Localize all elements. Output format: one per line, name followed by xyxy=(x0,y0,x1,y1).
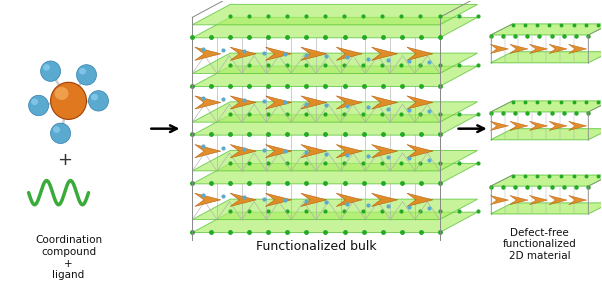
Polygon shape xyxy=(195,193,221,206)
Polygon shape xyxy=(301,47,327,60)
Ellipse shape xyxy=(51,82,87,119)
Text: Functionalized bulk: Functionalized bulk xyxy=(256,240,376,253)
Polygon shape xyxy=(371,193,397,206)
Polygon shape xyxy=(491,44,509,53)
Polygon shape xyxy=(407,193,433,206)
Polygon shape xyxy=(301,144,327,158)
Ellipse shape xyxy=(51,123,70,144)
Polygon shape xyxy=(337,193,362,206)
Polygon shape xyxy=(192,150,477,171)
Polygon shape xyxy=(230,96,256,109)
Polygon shape xyxy=(569,44,586,53)
Polygon shape xyxy=(265,47,291,60)
Polygon shape xyxy=(265,144,291,158)
Polygon shape xyxy=(192,4,477,25)
Polygon shape xyxy=(491,196,509,205)
Polygon shape xyxy=(192,102,477,122)
Polygon shape xyxy=(407,96,433,109)
Polygon shape xyxy=(549,121,567,130)
Polygon shape xyxy=(195,47,221,60)
Polygon shape xyxy=(192,53,477,74)
Ellipse shape xyxy=(43,64,50,71)
Polygon shape xyxy=(407,144,433,158)
Polygon shape xyxy=(192,163,477,184)
Polygon shape xyxy=(230,193,256,206)
Ellipse shape xyxy=(91,94,98,100)
Polygon shape xyxy=(192,199,477,220)
Text: Defect-free
functionalized
2D material: Defect-free functionalized 2D material xyxy=(503,228,576,261)
Polygon shape xyxy=(530,196,547,205)
Polygon shape xyxy=(230,47,256,60)
Polygon shape xyxy=(530,44,547,53)
Polygon shape xyxy=(491,24,602,35)
Polygon shape xyxy=(510,44,528,53)
Polygon shape xyxy=(265,96,291,109)
Ellipse shape xyxy=(55,87,69,100)
Polygon shape xyxy=(301,96,327,109)
Ellipse shape xyxy=(88,91,108,111)
Ellipse shape xyxy=(31,99,38,105)
Polygon shape xyxy=(569,121,586,130)
Polygon shape xyxy=(549,44,567,53)
Ellipse shape xyxy=(40,61,61,82)
Polygon shape xyxy=(491,129,602,140)
Polygon shape xyxy=(510,121,528,130)
Polygon shape xyxy=(371,47,397,60)
Polygon shape xyxy=(301,193,327,206)
Ellipse shape xyxy=(29,95,49,116)
Polygon shape xyxy=(265,193,291,206)
Polygon shape xyxy=(491,175,602,186)
Polygon shape xyxy=(192,17,477,38)
Polygon shape xyxy=(192,212,477,233)
Polygon shape xyxy=(491,52,602,63)
Polygon shape xyxy=(337,144,362,158)
Polygon shape xyxy=(192,66,477,86)
Polygon shape xyxy=(530,121,547,130)
Polygon shape xyxy=(337,96,362,109)
Ellipse shape xyxy=(76,65,96,85)
Polygon shape xyxy=(192,115,477,135)
Polygon shape xyxy=(230,144,256,158)
Polygon shape xyxy=(569,196,586,205)
Ellipse shape xyxy=(79,68,86,74)
Polygon shape xyxy=(407,47,433,60)
Ellipse shape xyxy=(53,126,60,133)
Polygon shape xyxy=(195,96,221,109)
Polygon shape xyxy=(371,144,397,158)
Polygon shape xyxy=(491,203,602,214)
Polygon shape xyxy=(491,121,509,130)
Polygon shape xyxy=(510,196,528,205)
Polygon shape xyxy=(371,96,397,109)
Polygon shape xyxy=(195,144,221,158)
Text: +: + xyxy=(57,151,72,169)
Polygon shape xyxy=(549,196,567,205)
Polygon shape xyxy=(337,47,362,60)
Text: Coordination
compound
+
ligand: Coordination compound + ligand xyxy=(35,235,102,280)
Polygon shape xyxy=(491,101,602,112)
